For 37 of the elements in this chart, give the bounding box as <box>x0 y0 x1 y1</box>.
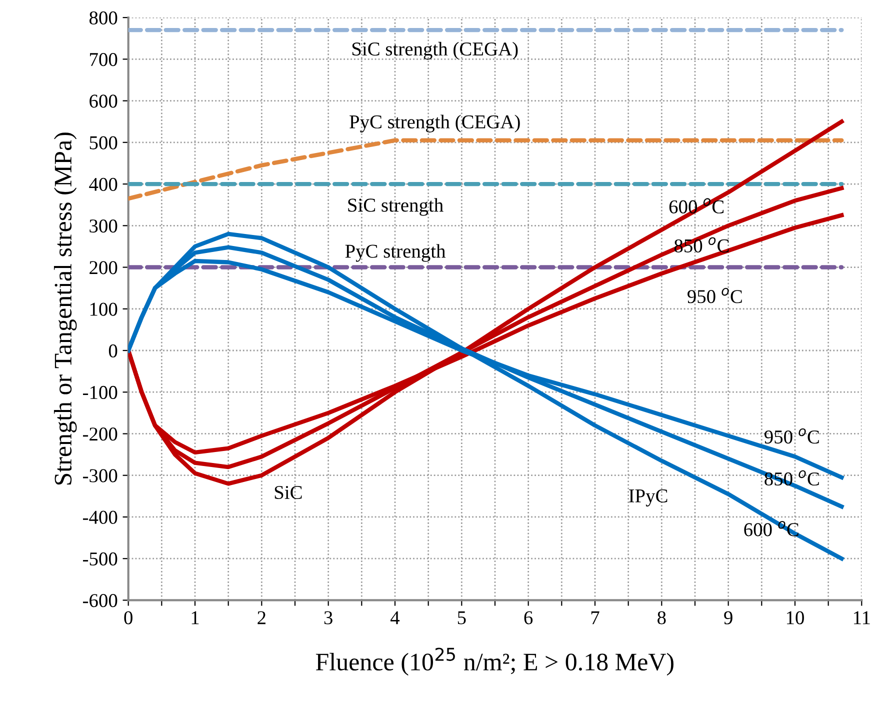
x-tick-label: 9 <box>724 611 732 624</box>
y-tick-label: 600 <box>90 94 118 108</box>
y-tick-label: -400 <box>82 510 118 524</box>
y-axis-title: Strength or Tangential stress (MPa) <box>54 132 77 485</box>
y-tick-label: 0 <box>108 344 118 358</box>
y-tick-label: 800 <box>89 11 118 24</box>
x-tick-label: 11 <box>854 611 870 624</box>
y-tick-label: 200 <box>90 261 118 274</box>
y-tick-label: 300 <box>90 219 118 233</box>
annotation: SiC strength <box>348 198 444 216</box>
y-tick-label: -600 <box>82 594 118 608</box>
y-tick-label: 100 <box>90 302 118 316</box>
y-tick-label: -300 <box>82 469 118 482</box>
annotation: 950 $^{o}$C <box>764 428 819 444</box>
x-tick-label: 3 <box>324 611 332 624</box>
x-tick-label: 2 <box>258 611 266 624</box>
annotation: 950 $^{o}$C <box>688 288 742 304</box>
annotation: IPyC <box>628 489 668 506</box>
x-tick-label: 6 <box>524 611 533 624</box>
annotation: PyC strength (CEGA) <box>350 114 520 132</box>
x-tick-label: 0 <box>124 611 132 624</box>
annotation: PyC strength <box>345 244 446 262</box>
annotation: SiC <box>274 486 302 500</box>
y-tick-label: 700 <box>90 52 118 66</box>
x-axis-title: Fluence (10$^{25}$ n/m²; E > 0.18 MeV) <box>316 648 674 676</box>
x-tick-label: 1 <box>192 611 199 624</box>
x-tick-label: 5 <box>458 611 466 624</box>
x-tick-label: 8 <box>658 611 666 624</box>
x-tick-label: 10 <box>786 611 804 624</box>
y-tick-label: -200 <box>82 428 118 441</box>
y-tick-label: 400 <box>89 178 118 191</box>
y-tick-label: -500 <box>82 552 118 566</box>
x-tick-label: 4 <box>390 611 400 624</box>
y-tick-label: 500 <box>90 136 118 150</box>
x-tick-label: 7 <box>591 611 600 624</box>
y-tick-label: -100 <box>82 386 118 400</box>
annotation: SiC strength (CEGA) <box>352 42 518 60</box>
